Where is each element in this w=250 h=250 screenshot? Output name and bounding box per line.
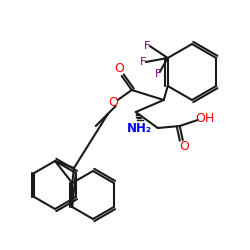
Text: NH₂: NH₂ [127,122,152,134]
Text: O: O [179,140,189,153]
Text: O: O [108,96,118,108]
Text: F: F [140,57,146,67]
Text: F: F [144,41,150,51]
Text: OH: OH [195,112,214,126]
Text: F: F [154,69,161,79]
Text: O: O [114,62,124,76]
